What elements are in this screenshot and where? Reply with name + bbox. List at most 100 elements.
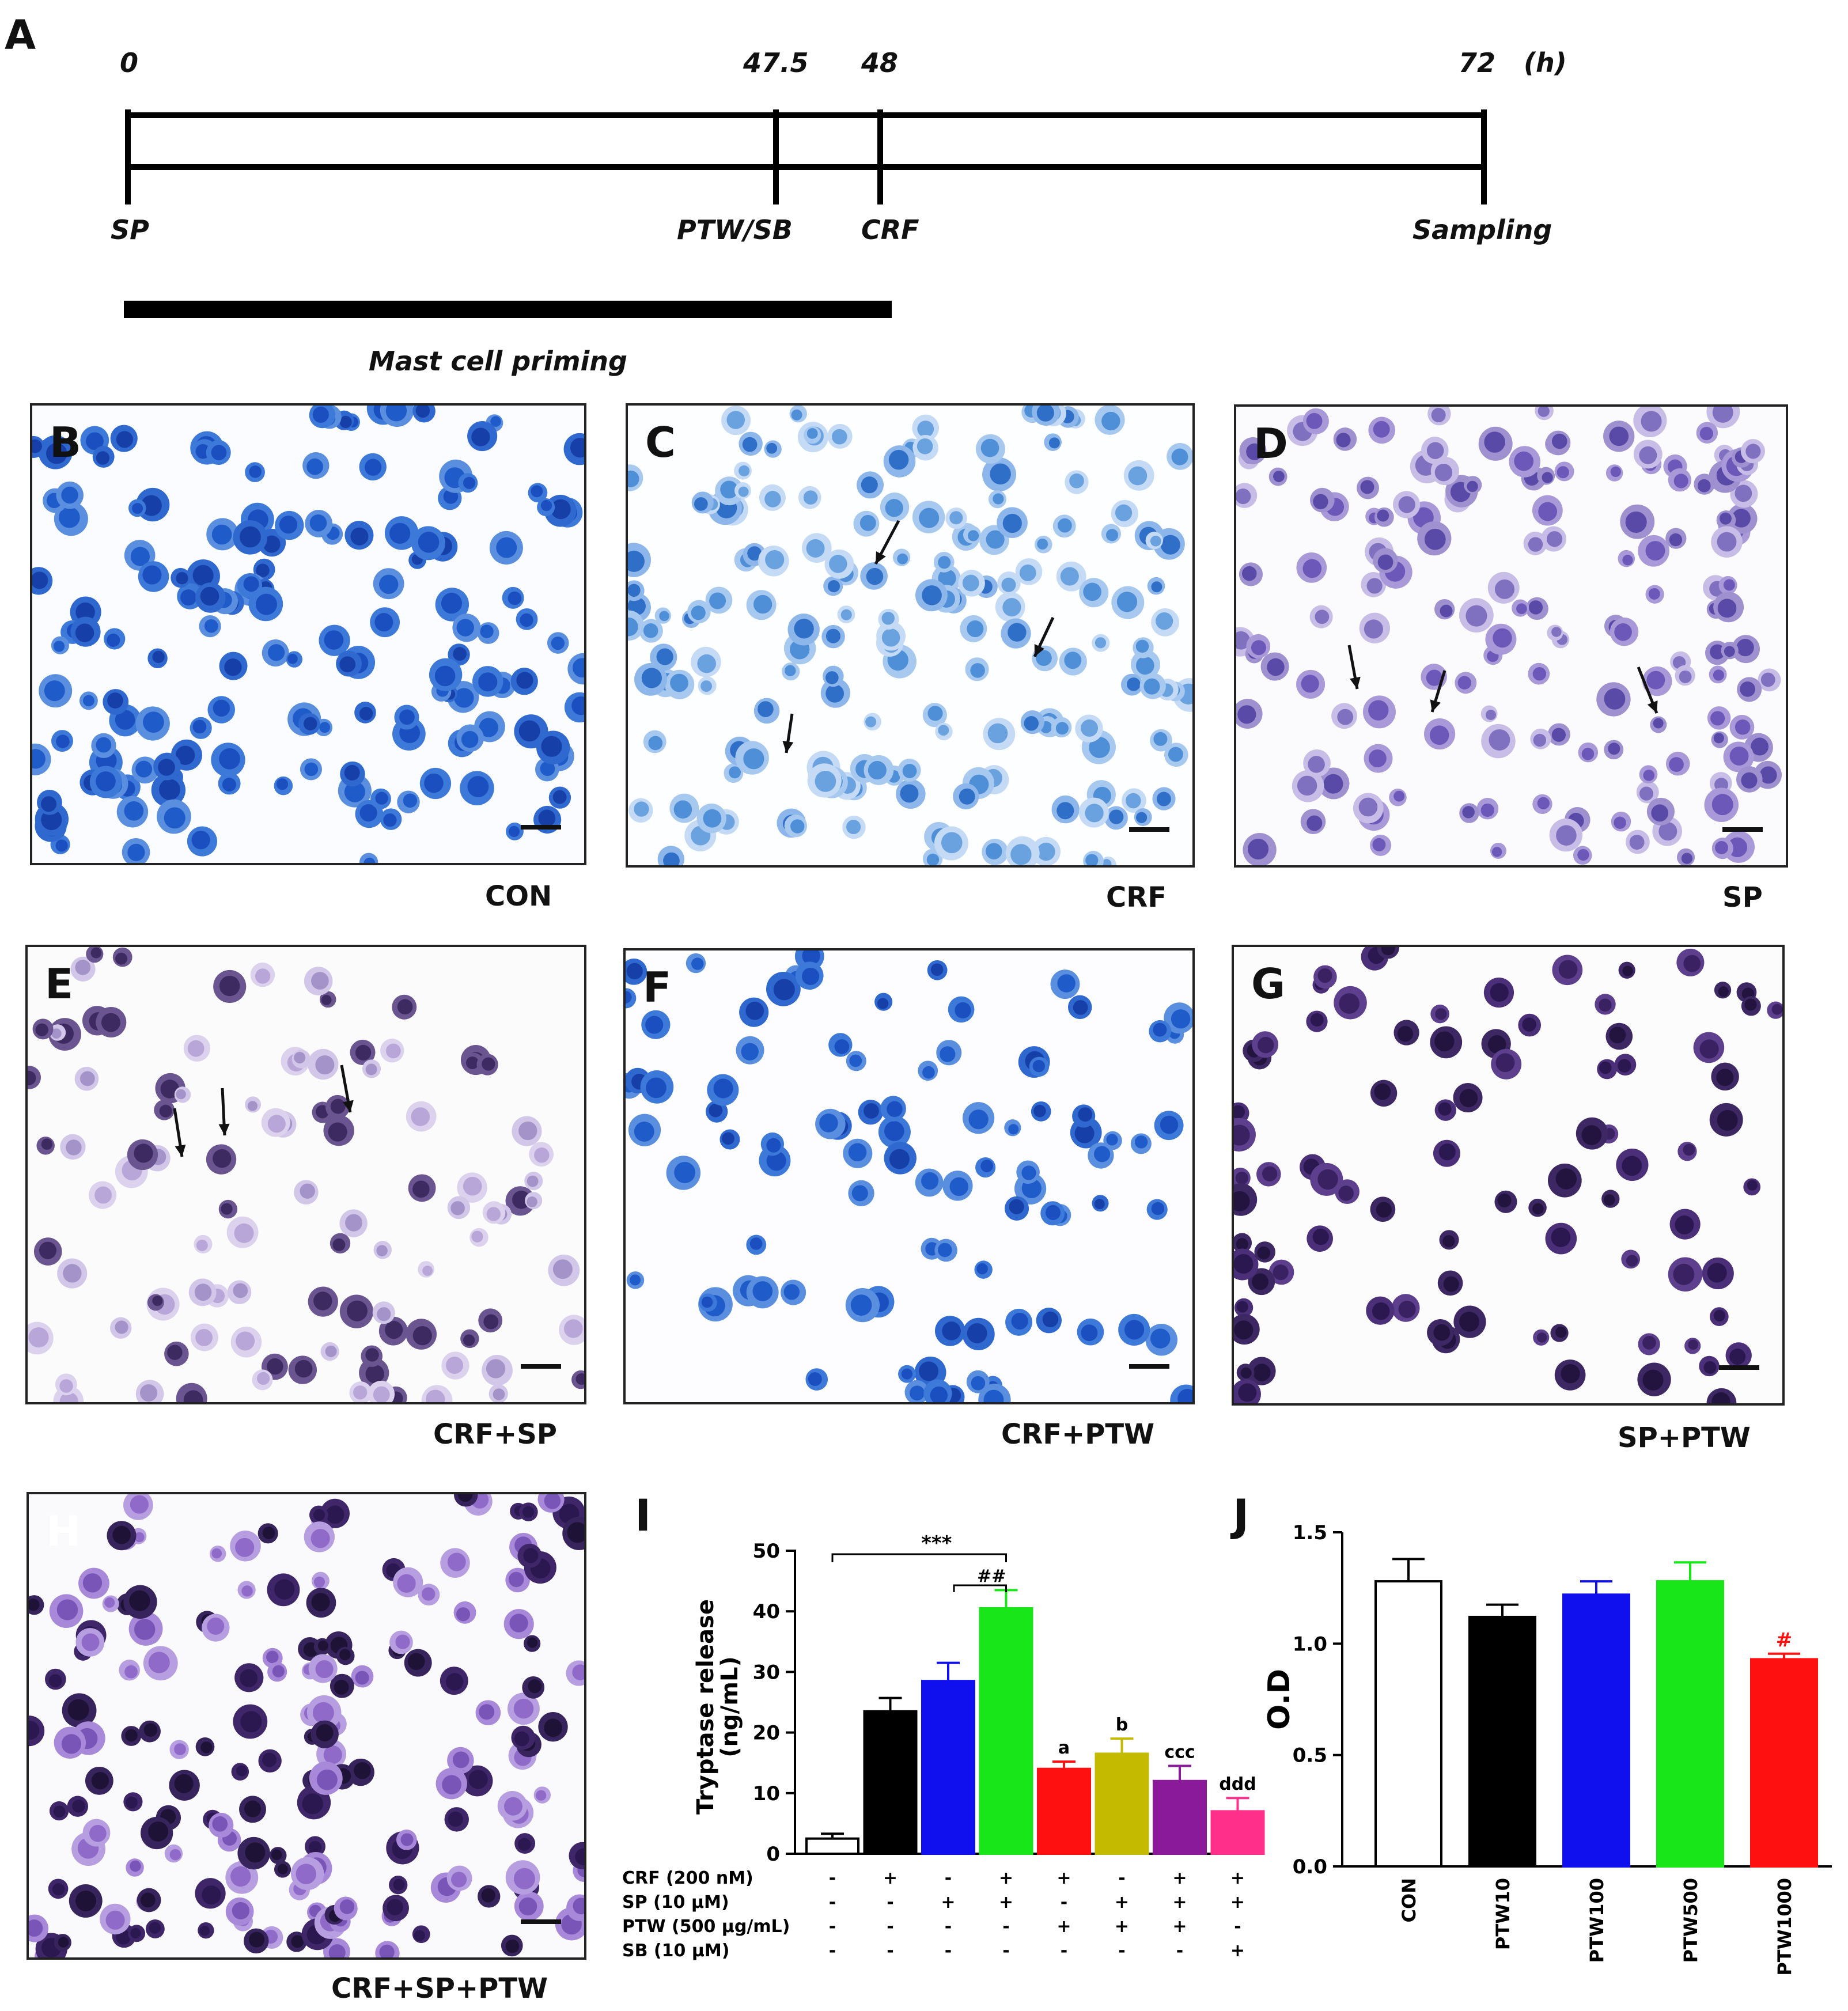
cell-nucleus — [645, 1016, 664, 1034]
treatment-sign: + — [1115, 1892, 1129, 1912]
cell-nucleus — [937, 1243, 952, 1258]
cell-nucleus — [1457, 676, 1472, 690]
cell-nucleus — [175, 745, 195, 765]
cell-nucleus — [236, 1765, 247, 1777]
cell-nucleus — [1064, 652, 1082, 669]
cell-nucleus — [1310, 1013, 1324, 1027]
cell-nucleus — [1273, 1264, 1289, 1281]
cell-nucleus — [224, 658, 242, 676]
cell-nucleus — [1683, 1143, 1695, 1156]
cell-nucleus — [393, 1879, 405, 1891]
timeline-bar — [124, 109, 1487, 318]
cell-nucleus — [868, 761, 887, 780]
cell-nucleus — [1641, 411, 1662, 432]
cell-nucleus — [1136, 812, 1148, 823]
cell-nucleus — [311, 972, 329, 990]
y-tick-label: 0.0 — [1293, 1855, 1327, 1879]
cell-nucleus — [1143, 678, 1160, 695]
cell-nucleus — [174, 1774, 194, 1793]
cell-nucleus — [881, 612, 895, 625]
cell-nucleus — [294, 1051, 306, 1064]
cell-nucleus — [56, 734, 70, 748]
cell-nucleus — [32, 571, 48, 589]
cell-nucleus — [922, 1066, 935, 1079]
cell-nucleus — [174, 1743, 186, 1755]
cell-nucleus — [1124, 1320, 1145, 1340]
cell-nucleus — [82, 1573, 103, 1593]
cell-nucleus — [463, 1176, 482, 1196]
bar — [863, 1710, 918, 1855]
cell-nucleus — [700, 680, 713, 692]
cell-nucleus — [701, 1296, 713, 1308]
cell-nucleus — [1434, 463, 1453, 482]
cell-nucleus — [1459, 1311, 1479, 1332]
cell-nucleus — [375, 791, 388, 805]
micrograph-g-cells — [1234, 947, 1782, 1403]
cell-nucleus — [1398, 1300, 1416, 1319]
cell-nucleus — [127, 843, 145, 861]
cell-nucleus — [328, 1122, 347, 1142]
cell-nucleus — [1236, 488, 1251, 505]
cell-nucleus — [213, 699, 230, 717]
cell-nucleus — [152, 1296, 163, 1306]
cell-nucleus — [1336, 433, 1351, 448]
cell-nucleus — [1760, 672, 1775, 687]
cell-nucleus — [1008, 623, 1027, 642]
cell-nucleus — [1002, 513, 1022, 533]
cell-nucleus — [132, 503, 143, 514]
cell-nucleus — [540, 499, 552, 512]
cell-nucleus — [1001, 577, 1016, 592]
cell-nucleus — [61, 486, 78, 504]
cell-nucleus — [527, 1175, 539, 1187]
cell-nucleus — [1364, 619, 1383, 639]
cell-nucleus — [1306, 412, 1323, 429]
micrograph-f-cells — [626, 950, 1192, 1402]
cell-nucleus — [634, 1122, 654, 1142]
cell-nucleus — [808, 1372, 822, 1387]
scale-bar — [521, 825, 561, 830]
cell-nucleus — [325, 1505, 344, 1524]
cell-nucleus — [628, 550, 645, 572]
cell-nucleus — [1609, 1027, 1626, 1044]
cell-nucleus — [1151, 581, 1162, 593]
cell-nucleus — [551, 499, 571, 520]
cell-nucleus — [921, 1172, 939, 1190]
cell-nucleus — [1625, 511, 1647, 533]
priming-bar — [124, 301, 892, 318]
treatment-sign: - — [887, 1917, 893, 1937]
cell-nucleus — [142, 711, 164, 733]
cell-nucleus — [1581, 1125, 1602, 1145]
cell-nucleus — [89, 1824, 107, 1842]
cell-nucleus — [1434, 1031, 1455, 1052]
cell-nucleus — [1234, 1320, 1254, 1340]
cell-nucleus — [365, 1364, 385, 1384]
treatment-label: SB (10 μM) — [622, 1941, 729, 1961]
cell-nucleus — [385, 406, 407, 422]
cell-nucleus — [509, 1571, 524, 1588]
cell-nucleus — [1273, 471, 1285, 482]
treatment-sign: - — [1176, 1941, 1183, 1961]
cell-nucleus — [1494, 579, 1515, 599]
cell-nucleus — [575, 1848, 584, 1865]
cell-nucleus — [697, 654, 716, 673]
cell-nucleus — [1713, 1309, 1726, 1322]
cell-nucleus — [694, 497, 708, 511]
cell-nucleus — [452, 1751, 469, 1768]
cell-nucleus — [1238, 1383, 1257, 1402]
cell-nucleus — [240, 1669, 258, 1687]
cell-nucleus — [1442, 1235, 1455, 1248]
cell-nucleus — [1561, 1364, 1580, 1384]
cell-nucleus — [315, 1055, 335, 1075]
cell-nucleus — [1301, 675, 1319, 693]
cell-nucleus — [29, 1599, 40, 1611]
cell-nucleus — [339, 415, 352, 429]
cell-nucleus — [765, 550, 785, 570]
cell-nucleus — [211, 524, 232, 545]
micrograph-h-caption: CRF+SP+PTW — [331, 1972, 548, 2005]
arrow-head — [343, 1100, 354, 1112]
cell-nucleus — [803, 490, 818, 505]
cell-nucleus — [1081, 719, 1099, 737]
micrograph-f: F — [623, 948, 1195, 1404]
cell-nucleus — [1558, 960, 1578, 979]
cell-nucleus — [195, 1329, 213, 1346]
